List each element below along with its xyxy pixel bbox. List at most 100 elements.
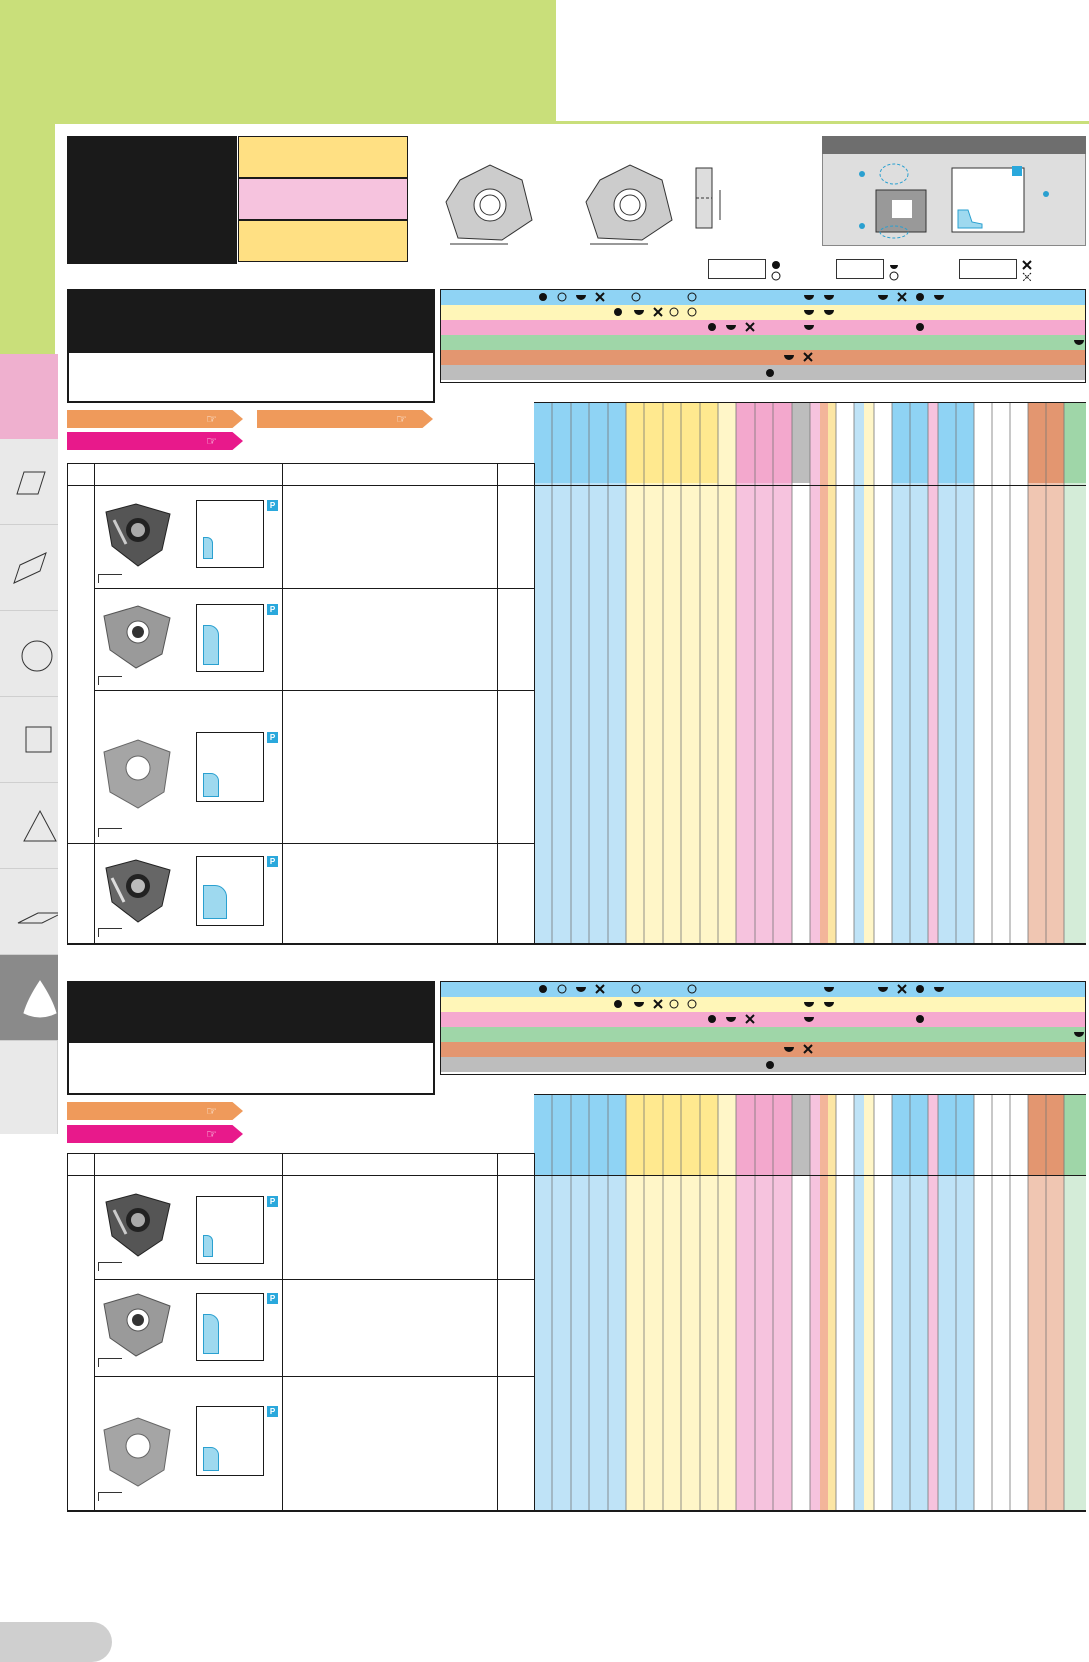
side-tab-trigon[interactable]: [0, 955, 58, 1041]
cross-icon: [1022, 260, 1032, 282]
side-tab-round[interactable]: [0, 611, 58, 697]
section-1-grade-symbols: [539, 292, 1084, 377]
reference-box-header: [822, 136, 1086, 154]
insert-photo: [103, 1417, 171, 1487]
chart-range-fill: [203, 885, 227, 919]
page-number-tab: [0, 1622, 112, 1662]
section-1-material-grid: [440, 289, 1086, 383]
section-1-col-rule-3: [497, 463, 498, 943]
photo-scale-mark: [98, 928, 122, 937]
photo-scale-mark: [98, 1358, 122, 1367]
side-tab-flat-rhombus[interactable]: [0, 869, 63, 955]
material-row-m: [441, 305, 1085, 320]
material-row-m: [441, 997, 1085, 1012]
circle-icon: [21, 640, 53, 672]
side-tab-parallelogram[interactable]: [0, 439, 58, 525]
legend-label-block: [67, 136, 237, 264]
section-1-col-rule-1: [94, 463, 95, 943]
section-1-table-header-rule: [67, 463, 535, 464]
section-1-row-rule-2: [94, 690, 534, 691]
section-2-table-bottom-rule: [67, 1510, 1086, 1512]
parallelogram-icon: [16, 471, 46, 495]
section-1-row-rule-1: [94, 588, 534, 589]
side-tab-square[interactable]: [0, 697, 58, 783]
section-1-link-3[interactable]: ☞: [67, 432, 243, 450]
section-1-row-rule-3: [94, 843, 534, 844]
flat-rhombus-icon: [17, 912, 63, 924]
legend-yellow: [238, 136, 408, 178]
insert-photo: [103, 1293, 171, 1357]
pointing-hand-icon: ☞: [206, 1127, 217, 1141]
material-row-k: [441, 320, 1085, 335]
material-row-n: [441, 335, 1085, 350]
pointing-hand-icon: ☞: [206, 412, 217, 426]
symbol-box-2: [836, 259, 884, 279]
side-tab-triangle[interactable]: [0, 783, 58, 869]
p-badge: P: [267, 1406, 278, 1417]
insert-diagram: [445, 164, 721, 245]
section-2-col-rule-1: [94, 1153, 95, 1510]
p-badge: P: [267, 732, 278, 743]
legend-pink: [238, 178, 408, 220]
chipbreaker-range-chart: [196, 1196, 264, 1264]
section-2-link-1[interactable]: ☞: [67, 1102, 243, 1120]
chipbreaker-range-chart: [196, 856, 264, 926]
photo-scale-mark: [98, 1492, 122, 1501]
chart-range-fill: [203, 537, 213, 559]
section-2-left-rule: [67, 1153, 68, 1510]
chipbreaker-range-chart: [196, 732, 264, 802]
section-2-grade-columns: [534, 1095, 1086, 1510]
photo-scale-mark: [98, 828, 122, 837]
side-tab-rhombus[interactable]: [0, 525, 58, 611]
section-1-table-top-rule: [67, 485, 1086, 486]
section-1-link-2[interactable]: ☞: [257, 410, 433, 428]
square-icon: [25, 726, 52, 753]
chipbreaker-range-chart: [196, 1293, 264, 1361]
chipbreaker-range-chart: [196, 500, 264, 568]
chart-range-fill: [203, 1235, 213, 1257]
section-2-column-header-top: [534, 1075, 1086, 1095]
photo-scale-mark: [98, 574, 122, 583]
section-1-col-rule-2: [282, 463, 283, 943]
section-2-table-header-rule: [67, 1153, 535, 1154]
section-2-title-bar: [67, 981, 435, 1043]
photo-scale-mark: [98, 676, 122, 685]
section-1-left-rule: [67, 463, 68, 943]
section-2-row-rule-2: [94, 1376, 534, 1377]
chart-range-fill: [203, 1314, 219, 1354]
section-2-description: [67, 1043, 435, 1095]
trigon-icon: [23, 980, 57, 1018]
insert-photo: [103, 605, 171, 669]
section-1-col-rule-4: [534, 463, 535, 943]
insert-photo: [105, 859, 171, 923]
p-badge: P: [267, 1196, 278, 1207]
insert-photo: [103, 739, 171, 809]
insert-photo: [105, 1193, 171, 1257]
material-row-h: [441, 1057, 1085, 1072]
pointing-hand-icon: ☞: [206, 434, 217, 448]
section-2-material-grid: [440, 981, 1086, 1075]
section-2-col-rule-3: [497, 1153, 498, 1510]
section-2-row-rule-1: [94, 1279, 534, 1280]
filled-circle-icon: [771, 261, 781, 281]
symbol-box-1: [708, 259, 766, 279]
section-1-group-rule: [67, 843, 95, 844]
insert-photo: [105, 503, 171, 567]
section-1-table-bottom-rule: [67, 943, 1086, 945]
side-tab-current-category[interactable]: [0, 354, 58, 439]
p-badge: P: [267, 856, 278, 867]
photo-scale-mark: [98, 1262, 122, 1271]
section-1-grade-columns: [534, 403, 1086, 943]
side-accent: [0, 124, 55, 354]
section-2-link-2[interactable]: ☞: [67, 1125, 243, 1143]
pointing-hand-icon: ☞: [396, 412, 407, 426]
section-1-link-1[interactable]: ☞: [67, 410, 243, 428]
p-badge: P: [267, 500, 278, 511]
section-2-col-rule-2: [282, 1153, 283, 1510]
rhombus-icon: [13, 552, 47, 584]
section-1-column-header-top: [534, 383, 1086, 403]
section-2-grade-symbols: [539, 984, 1084, 1069]
header-banner: [0, 0, 556, 124]
material-row-h: [441, 365, 1085, 380]
chart-range-fill: [203, 1447, 219, 1471]
